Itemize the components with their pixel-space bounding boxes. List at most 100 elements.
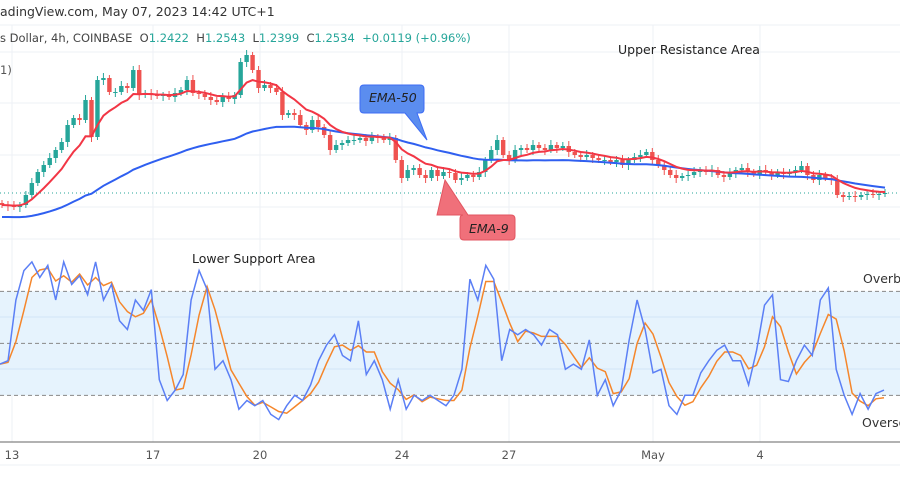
- candle-body: [286, 113, 291, 115]
- candle-body: [769, 172, 774, 175]
- candle-body: [393, 138, 398, 160]
- candle-body: [548, 145, 554, 150]
- candle-body: [244, 55, 249, 62]
- candle-body: [137, 70, 142, 95]
- candle-body: [274, 88, 279, 92]
- candle-body: [339, 143, 345, 145]
- candle-body: [751, 172, 756, 174]
- candle-body: [602, 160, 607, 161]
- watermark-text: adingView.com, May 07, 2023 14:42 UTC+1: [0, 4, 275, 19]
- candle-body: [685, 175, 691, 176]
- candle-body: [316, 120, 321, 127]
- candle-body: [256, 70, 261, 88]
- candle-body: [512, 150, 518, 160]
- candle-body: [83, 100, 88, 120]
- candle-body: [333, 145, 339, 150]
- open-value: 1.2422: [148, 31, 189, 45]
- upper-resistance-label: Upper Resistance Area: [618, 42, 760, 57]
- x-tick: 24: [394, 448, 410, 462]
- candle-body: [357, 138, 363, 140]
- candle-body: [327, 135, 333, 150]
- low-label: L: [252, 31, 259, 45]
- change-value: +0.0119 (+0.96%): [362, 31, 471, 45]
- candle-body: [405, 170, 410, 178]
- candle-body: [876, 194, 882, 195]
- oscillator-d-line: [0, 267, 885, 415]
- candle-body: [41, 165, 46, 172]
- candle-body: [554, 145, 560, 148]
- candle-body: [363, 138, 369, 141]
- candle-body: [447, 172, 452, 173]
- ema50-callout: [359, 84, 428, 141]
- candle-body: [95, 80, 100, 137]
- candle-body: [47, 158, 52, 165]
- high-value: 1.2543: [204, 31, 246, 45]
- candle-body: [453, 173, 458, 180]
- candle-body: [220, 97, 225, 102]
- candle-body: [489, 150, 494, 160]
- candle-body: [190, 80, 196, 93]
- candle-body: [745, 168, 750, 172]
- symbol-name: s Dollar, 4h, COINBASE: [0, 31, 133, 45]
- x-tick: 27: [501, 448, 517, 462]
- candle-body: [679, 176, 685, 178]
- candle-body: [668, 170, 673, 175]
- candle-body: [441, 172, 446, 176]
- candle-body: [411, 168, 416, 170]
- candle-body: [351, 140, 357, 141]
- x-tick: 4: [756, 448, 764, 462]
- candle-body: [107, 78, 112, 92]
- candle-body: [518, 148, 524, 150]
- candle-body: [835, 180, 840, 195]
- candle-body: [387, 138, 393, 140]
- candle-body: [23, 195, 29, 205]
- candle-body: [596, 158, 601, 160]
- candle-body: [870, 194, 876, 195]
- candle-body: [620, 160, 625, 165]
- candle-body: [823, 175, 828, 178]
- candle-body: [721, 175, 727, 177]
- ema9-callout: [436, 178, 516, 241]
- candle-body: [644, 152, 649, 155]
- candle-body: [417, 168, 422, 175]
- candle-body: [662, 165, 667, 170]
- candle-body: [471, 175, 476, 177]
- candle-body: [691, 172, 697, 175]
- candle-body: [125, 86, 130, 88]
- ema50-callout-label: EMA-50: [369, 90, 417, 105]
- candle-body: [650, 152, 655, 160]
- candle-body: [638, 155, 643, 157]
- candle-body: [864, 194, 870, 195]
- candle-body: [805, 166, 810, 175]
- candle-body: [310, 120, 315, 130]
- candle-body: [423, 175, 428, 178]
- candle-body: [459, 178, 464, 180]
- candle-body: [369, 137, 375, 141]
- candle-body: [727, 173, 733, 177]
- low-value: 1.2399: [258, 31, 300, 45]
- open-label: O: [139, 31, 149, 45]
- close-value: 1.2534: [314, 31, 355, 45]
- candle-body: [584, 155, 589, 157]
- candle-body: [59, 142, 64, 150]
- candle-body: [298, 115, 303, 125]
- candle-body: [429, 170, 434, 178]
- candle-body: [280, 92, 285, 115]
- candle-body: [262, 85, 267, 88]
- candle-body: [852, 196, 858, 197]
- candle-body: [572, 152, 577, 155]
- x-tick: 17: [145, 448, 161, 462]
- candle-body: [435, 170, 440, 176]
- candle-body: [793, 170, 798, 172]
- x-tick: May: [641, 448, 665, 462]
- candle-body: [578, 155, 583, 157]
- candle-body: [71, 118, 76, 125]
- candle-body: [65, 125, 70, 142]
- candle-body: [113, 92, 118, 93]
- candle-body: [673, 175, 679, 178]
- candle-body: [119, 86, 124, 92]
- candle-body: [399, 160, 404, 178]
- candle-body: [590, 155, 595, 158]
- candle-body: [614, 160, 619, 162]
